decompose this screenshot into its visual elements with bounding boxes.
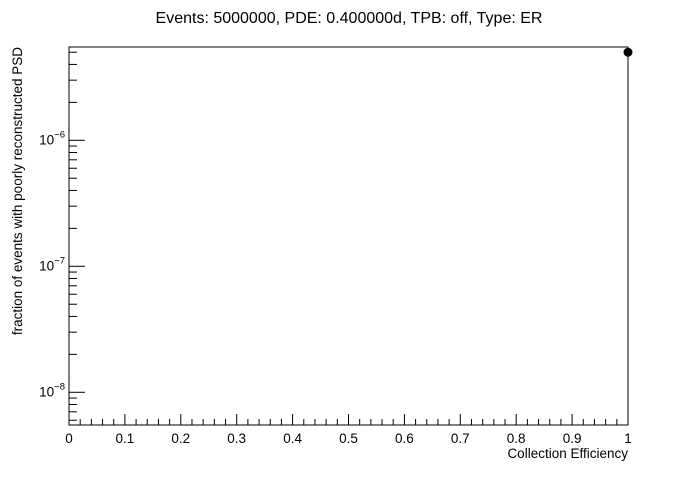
x-tick-label: 0.8 — [507, 431, 526, 446]
y-axis-ticks: 10−8 10−7 10−6 — [39, 51, 85, 421]
x-tick-label: 0.6 — [395, 431, 414, 446]
y-axis-label: fraction of events with poorly reconstru… — [10, 47, 25, 335]
x-axis-label: Collection Efficiency — [507, 446, 628, 461]
x-tick-label: 0.3 — [227, 431, 246, 446]
x-tick-label: 0.1 — [116, 431, 135, 446]
x-tick-label: 1 — [624, 431, 632, 446]
chart-title: Events: 5000000, PDE: 0.400000d, TPB: of… — [156, 10, 543, 27]
x-tick-label: 0.5 — [339, 431, 358, 446]
x-tick-label: 0.9 — [563, 431, 582, 446]
x-tick-label: 0.7 — [451, 431, 470, 446]
x-tick-label: 0.2 — [171, 431, 190, 446]
y-tick-label: 10−6 — [39, 129, 65, 147]
y-tick-label: 10−8 — [39, 381, 65, 399]
x-tick-label: 0 — [65, 431, 73, 446]
y-tick-label: 10−7 — [39, 255, 65, 273]
data-points — [623, 47, 633, 57]
plot-frame — [68, 46, 629, 426]
x-axis-ticks: 0 0.1 0.2 0.3 0.4 0.5 0.6 0.7 0.8 0.9 1 — [65, 414, 632, 446]
x-tick-label: 0.4 — [283, 431, 302, 446]
data-point — [623, 47, 633, 57]
